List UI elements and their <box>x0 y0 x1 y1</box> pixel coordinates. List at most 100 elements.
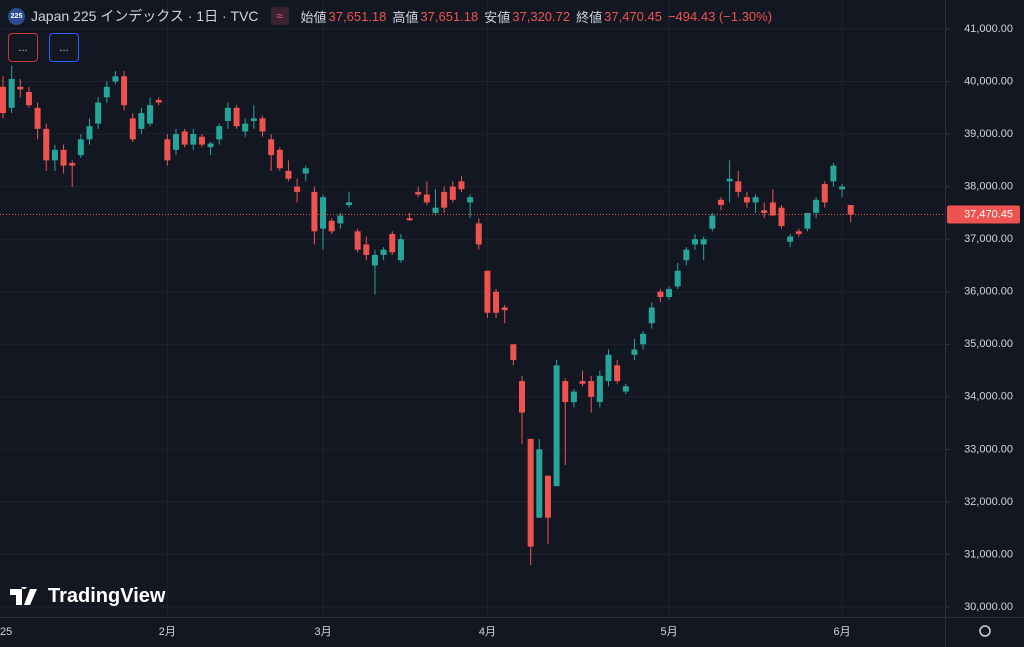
candle-body <box>397 239 404 261</box>
candle-body <box>389 233 396 253</box>
candle-body <box>259 118 266 132</box>
candle-body <box>467 197 474 203</box>
candle-body <box>164 139 171 161</box>
candle-body <box>43 128 50 161</box>
candle-body <box>726 178 733 182</box>
candle-body <box>432 207 439 213</box>
candle-body <box>743 197 750 203</box>
candle-body <box>190 134 197 145</box>
candle-body <box>501 307 508 311</box>
candle-body <box>320 197 327 229</box>
ohlc-value: 37,320.72 <box>512 8 571 24</box>
candle-body <box>717 199 724 206</box>
candle-body <box>622 386 629 392</box>
candle-body <box>95 102 102 124</box>
candle-body <box>735 181 742 192</box>
candle-body <box>112 76 119 82</box>
y-tick-label: 31,000.00 <box>964 548 1013 560</box>
candle-body <box>17 86 24 90</box>
x-tick-label: 2月 <box>159 626 176 638</box>
candle-body <box>527 438 534 547</box>
candle-body <box>294 186 301 192</box>
candle-body <box>839 186 846 190</box>
candle-body <box>692 239 698 245</box>
last-price-tag <box>947 205 1020 224</box>
indicator-button[interactable]: ... <box>8 33 38 62</box>
candle-body <box>562 381 569 403</box>
watermark-text: TradingView <box>48 585 166 607</box>
candle-body <box>155 99 162 103</box>
x-tick-label: 6月 <box>833 626 850 638</box>
candle-body <box>579 381 586 384</box>
legend-header: 225 Japan 225 インデックス · 1日 · TVC ≈ 始値 37,6… <box>8 6 778 26</box>
candle-body <box>173 134 179 150</box>
candle-body <box>648 307 655 324</box>
candle-body <box>302 168 309 174</box>
candle-body <box>103 86 110 98</box>
candle-body <box>605 354 612 382</box>
ohlc-label: 安値 <box>484 9 511 25</box>
watermark: TradingView <box>10 585 165 608</box>
candle-body <box>570 391 577 403</box>
candle-body <box>614 365 621 382</box>
compare-icon[interactable]: ≈ <box>270 7 289 25</box>
candle-body <box>441 191 448 208</box>
candle-body <box>536 449 543 518</box>
candle-body <box>519 381 525 413</box>
y-tick-label: 35,000.00 <box>964 338 1013 350</box>
y-tick-label: 34,000.00 <box>964 391 1013 403</box>
candle-body <box>216 126 223 140</box>
candle-body <box>34 107 41 129</box>
candle-body <box>657 291 664 297</box>
ohlc-value: 37,651.18 <box>328 8 387 24</box>
candle-body <box>795 231 802 234</box>
candle-body <box>147 105 154 124</box>
candle-body <box>493 291 500 313</box>
candle-body <box>821 184 828 203</box>
symbol-title[interactable]: Japan 225 インデックス · 1日 · TVC <box>31 8 259 24</box>
candle-body <box>129 118 136 140</box>
candle-body <box>69 162 76 166</box>
x-tick-label: 25 <box>0 626 12 638</box>
candle-body <box>181 131 188 145</box>
last-price-label: 37,470.45 <box>964 208 1013 220</box>
candle-body <box>311 191 318 232</box>
x-tick-label: 4月 <box>479 626 496 638</box>
candle-body <box>510 344 517 361</box>
candle-body <box>596 375 603 403</box>
candle-body <box>276 149 283 169</box>
y-tick-label: 30,000.00 <box>964 601 1013 613</box>
candle-body <box>544 475 551 518</box>
candle-body <box>51 149 58 161</box>
candle-body <box>363 244 370 255</box>
price-change: −494.43 (−1.30%) <box>667 8 773 24</box>
ohlc-value: 37,470.45 <box>604 8 662 24</box>
candle-body <box>8 78 15 108</box>
candle-body <box>484 270 491 313</box>
candle-body <box>60 149 67 166</box>
candle-body <box>224 107 231 121</box>
candle-body <box>640 333 647 345</box>
indicator-button[interactable]: ... <box>49 33 79 62</box>
ohlc-label: 始値 <box>300 9 327 25</box>
candle-body <box>449 186 456 200</box>
candle-body <box>683 249 690 261</box>
candle-body <box>553 365 560 487</box>
candle-body <box>233 107 240 127</box>
candle-body <box>0 86 6 114</box>
ohlc-label: 終値 <box>576 9 603 25</box>
settings-icon[interactable] <box>979 625 991 637</box>
candle-body <box>700 239 707 245</box>
candle-body <box>709 215 716 229</box>
candle-body <box>458 181 465 190</box>
candle-body <box>77 139 84 156</box>
candle-body <box>380 249 387 255</box>
candle-body <box>337 215 344 224</box>
candle-body <box>121 76 128 106</box>
candle-body <box>268 139 275 156</box>
y-tick-label: 40,000.00 <box>964 75 1013 87</box>
candle-body <box>250 118 257 121</box>
ohlc-value: 37,651.18 <box>420 8 479 24</box>
